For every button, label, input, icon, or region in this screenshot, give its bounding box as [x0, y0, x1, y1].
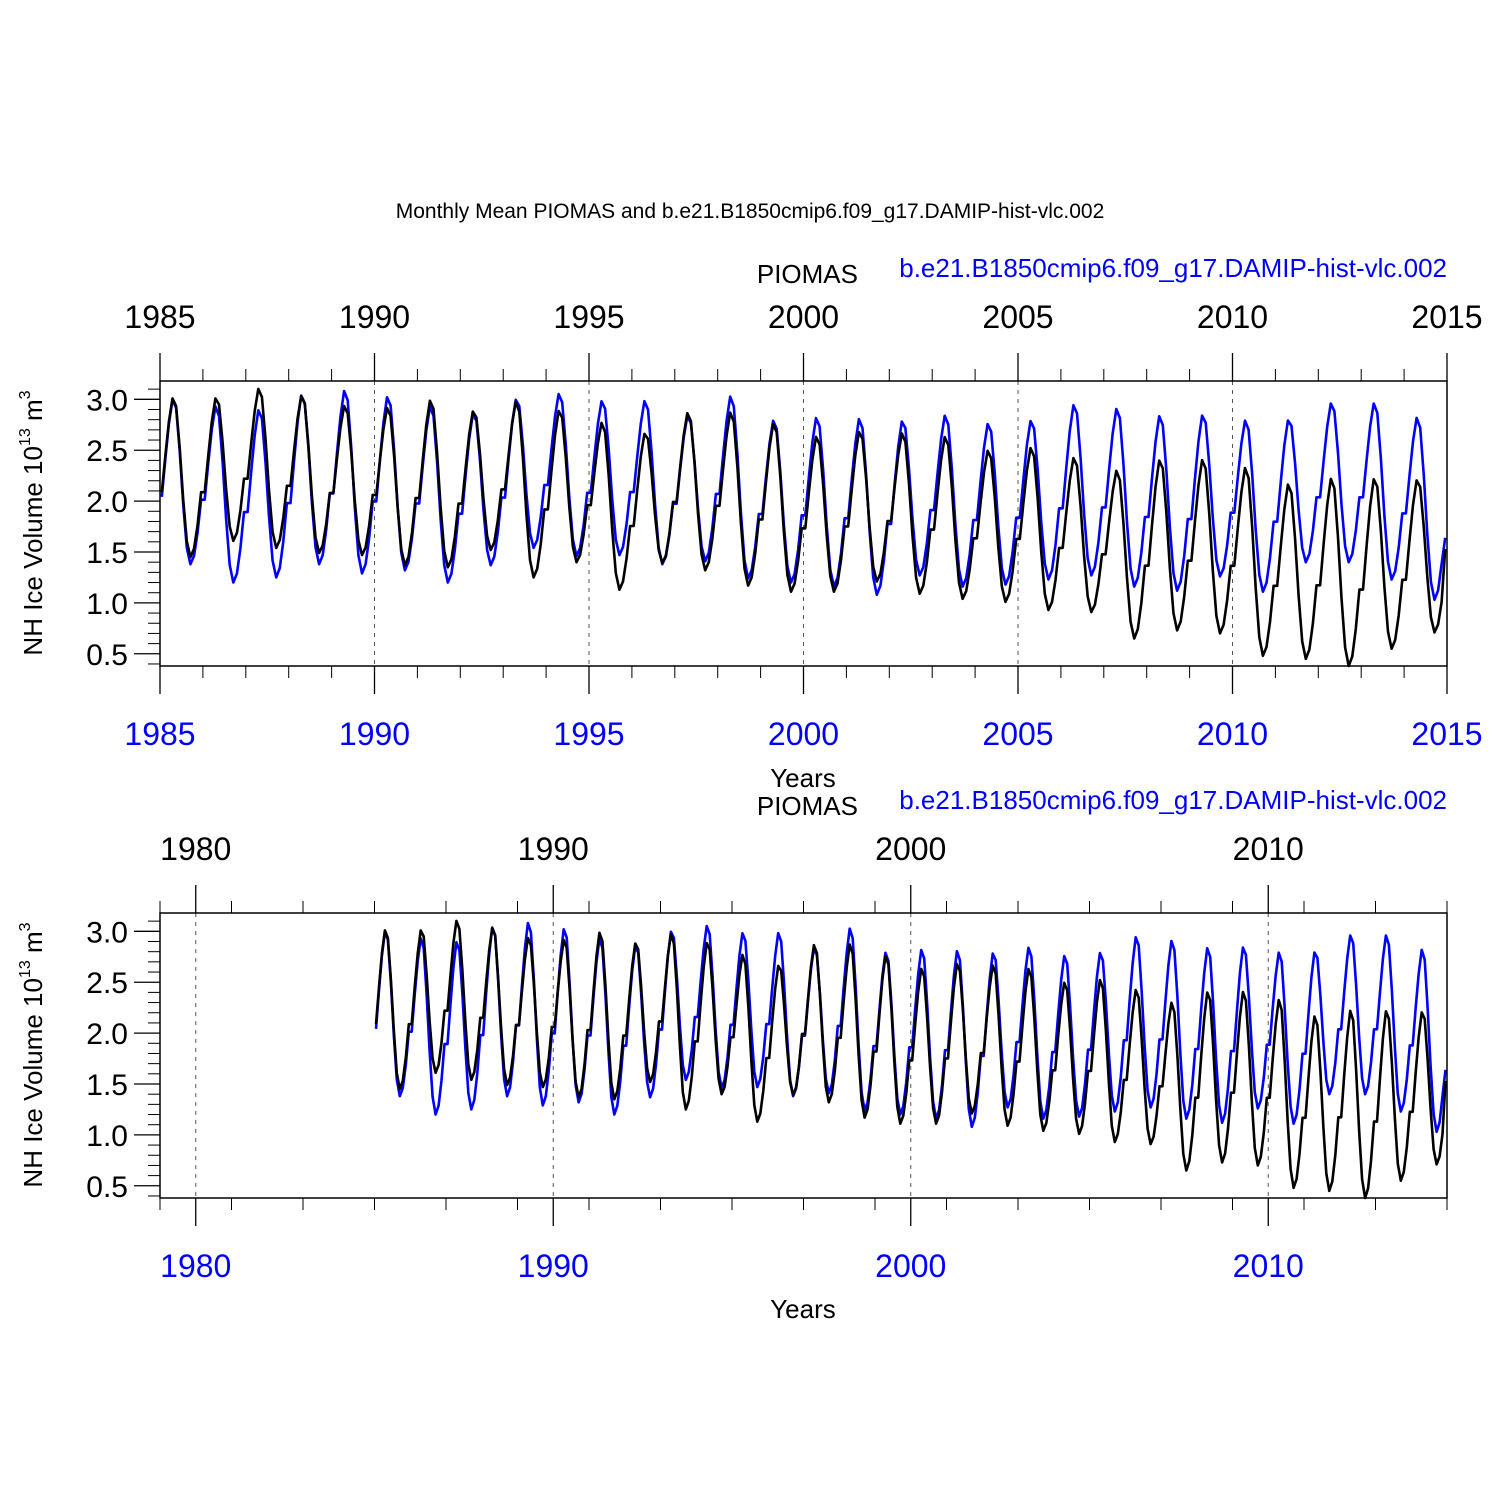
- x-tick-label-bottom: 1990: [339, 716, 410, 752]
- x-tick-label-top: 2005: [982, 299, 1053, 335]
- x-tick-label-bottom: 1980: [160, 1248, 231, 1284]
- series-line-model: [160, 389, 1447, 602]
- y-tick-label: 1.0: [86, 1120, 128, 1153]
- x-tick-label-top: 1995: [553, 299, 624, 335]
- y-tick-label: 3.0: [86, 384, 128, 417]
- x-tick-label-top: 2000: [768, 299, 839, 335]
- x-tick-label-bottom: 2010: [1197, 716, 1268, 752]
- x-tick-label-bottom: 2005: [982, 716, 1053, 752]
- panel-1979-2015: PIOMAS b.e21.B1850cmip6.f09_g17.DAMIP-hi…: [17, 785, 1448, 1324]
- y-axis-label: NH Ice Volume 1013 m3: [17, 922, 48, 1187]
- left-label: PIOMAS: [757, 791, 858, 821]
- y-tick-label: 1.5: [86, 537, 128, 570]
- y-tick-label: 3.0: [86, 916, 128, 949]
- x-tick-label-top: 2010: [1233, 831, 1304, 867]
- x-tick-label-bottom: 2010: [1233, 1248, 1304, 1284]
- y-axis-label: NH Ice Volume 1013 m3: [17, 390, 48, 655]
- panel-1985-2015: PIOMAS b.e21.B1850cmip6.f09_g17.DAMIP-hi…: [17, 253, 1483, 793]
- x-tick-label-top: 2000: [875, 831, 946, 867]
- series-line-model: [374, 921, 1447, 1134]
- x-tick-label-bottom: 2000: [768, 716, 839, 752]
- x-tick-label-bottom: 1995: [553, 716, 624, 752]
- y-tick-label: 1.5: [86, 1069, 128, 1102]
- y-tick-label: 2.5: [86, 967, 128, 1000]
- x-tick-label-top: 1985: [124, 299, 195, 335]
- x-tick-label-bottom: 2000: [875, 1248, 946, 1284]
- y-tick-label: 2.0: [86, 486, 128, 519]
- x-tick-label-bottom: 1990: [518, 1248, 589, 1284]
- x-tick-label-bottom: 2015: [1411, 716, 1482, 752]
- y-tick-label: 0.5: [86, 1171, 128, 1204]
- x-tick-label-bottom: 1985: [124, 716, 195, 752]
- series-line-piomas: [374, 919, 1447, 1200]
- right-label: b.e21.B1850cmip6.f09_g17.DAMIP-hist-vlc.…: [899, 253, 1447, 283]
- x-tick-label-top: 2015: [1411, 299, 1482, 335]
- y-tick-label: 0.5: [86, 639, 128, 672]
- y-tick-label: 2.0: [86, 1018, 128, 1051]
- right-label: b.e21.B1850cmip6.f09_g17.DAMIP-hist-vlc.…: [899, 785, 1447, 815]
- x-axis-label: Years: [770, 1294, 836, 1324]
- x-tick-label-top: 1980: [160, 831, 231, 867]
- x-tick-label-top: 1990: [518, 831, 589, 867]
- x-tick-label-top: 1990: [339, 299, 410, 335]
- left-label: PIOMAS: [757, 259, 858, 289]
- series-line-piomas: [160, 387, 1447, 668]
- x-axis-label: Years: [770, 763, 836, 793]
- figure-title: Monthly Mean PIOMAS and b.e21.B1850cmip6…: [396, 200, 1105, 223]
- y-tick-label: 1.0: [86, 588, 128, 621]
- x-tick-label-top: 2010: [1197, 299, 1268, 335]
- y-tick-label: 2.5: [86, 435, 128, 468]
